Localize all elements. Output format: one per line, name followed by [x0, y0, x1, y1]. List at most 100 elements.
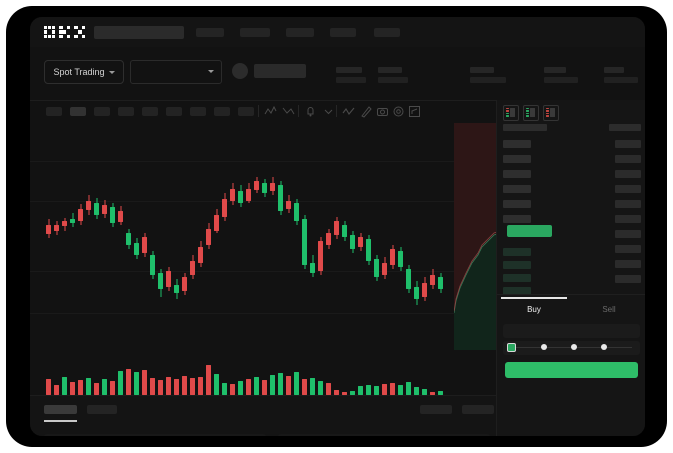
timeframe-1h[interactable]: [142, 107, 158, 116]
indicator-icon[interactable]: [264, 105, 277, 118]
orderbook-ask-row[interactable]: [503, 185, 531, 193]
orderbook-ask-row[interactable]: [503, 200, 531, 208]
candle-body: [374, 259, 379, 277]
orderbook-ask-row[interactable]: [503, 215, 531, 223]
line-chart-icon[interactable]: [342, 105, 355, 118]
candlestick: [406, 265, 411, 293]
orderbook-both-icon[interactable]: [503, 105, 519, 121]
orderbook-ask-row[interactable]: [503, 140, 531, 148]
orderbook-header-price: [503, 124, 547, 131]
orderbook-bid-row[interactable]: [503, 274, 531, 282]
price-chart[interactable]: [30, 123, 496, 395]
slider-handle[interactable]: [507, 343, 516, 352]
nav-item-5[interactable]: [374, 28, 400, 37]
nav-item-2[interactable]: [240, 28, 270, 37]
candlestick: [238, 185, 243, 207]
chart-gridline-3: [30, 271, 496, 272]
chevron-down-icon[interactable]: [322, 105, 335, 118]
nav-item-4[interactable]: [330, 28, 356, 37]
orderbook-size-row: [615, 155, 641, 163]
volume-bar: [286, 376, 291, 395]
volume-bar: [302, 379, 307, 395]
orderbook-asks-icon[interactable]: [543, 105, 559, 121]
candle-body: [262, 183, 267, 193]
depth-svg: [454, 123, 506, 350]
slider-step-25[interactable]: [541, 344, 547, 350]
candlestick: [230, 183, 235, 205]
volume-bar: [206, 365, 211, 395]
draw-tool-icon[interactable]: [360, 105, 373, 118]
timeframe-1m[interactable]: [46, 107, 62, 116]
stat-volume: [544, 67, 578, 83]
orderbook-size-row: [615, 185, 641, 193]
candle-body: [294, 203, 299, 221]
candlestick: [182, 273, 187, 295]
timeframe-5m[interactable]: [70, 107, 86, 116]
volume-bar: [86, 378, 91, 395]
volume-bar: [406, 382, 411, 395]
candle-body: [318, 241, 323, 271]
order-price-field[interactable]: [503, 324, 640, 338]
timeframe-1d[interactable]: [190, 107, 206, 116]
candle-body: [326, 233, 331, 245]
candlestick: [382, 257, 387, 279]
timeframe-30m[interactable]: [118, 107, 134, 116]
slider-step-50[interactable]: [571, 344, 577, 350]
okx-logo[interactable]: [44, 26, 86, 39]
last-price-indicator: [507, 225, 552, 237]
trading-pair-name: [254, 64, 306, 78]
nav-item-1[interactable]: [196, 28, 224, 37]
orderbook-ask-row[interactable]: [503, 155, 531, 163]
spot-trading-selector[interactable]: Spot Trading: [44, 60, 124, 84]
order-amount-slider[interactable]: [507, 343, 636, 352]
orderbook-ask-row[interactable]: [503, 170, 531, 178]
candlestick: [310, 255, 315, 277]
orderbook-size-row: [615, 230, 641, 238]
timeframe-4h[interactable]: [166, 107, 182, 116]
volume-bar: [246, 379, 251, 395]
active-tab-underline: [44, 420, 77, 422]
candle-body: [350, 235, 355, 249]
tab-sell[interactable]: Sell: [572, 300, 645, 318]
fullscreen-icon[interactable]: [408, 105, 421, 118]
orderbook-bid-row[interactable]: [503, 261, 531, 269]
volume-bar: [270, 375, 275, 395]
header-stat-1-value: [336, 77, 366, 83]
candle-body: [46, 225, 51, 234]
candle-body: [438, 277, 443, 289]
orderbook-bids-icon[interactable]: [523, 105, 539, 121]
orderbook-bid-row[interactable]: [503, 287, 531, 295]
candlestick: [262, 179, 267, 197]
volume-bar: [414, 387, 419, 395]
tab-order-history[interactable]: [87, 405, 117, 414]
timeframe-15m[interactable]: [94, 107, 110, 116]
trading-pair-select[interactable]: [130, 60, 222, 84]
bottom-action-2[interactable]: [462, 405, 494, 414]
candle-body: [94, 203, 99, 215]
timeframe-1w[interactable]: [214, 107, 230, 116]
candlestick: [126, 229, 131, 249]
tab-buy[interactable]: Buy: [497, 300, 571, 318]
stat-low-value: [470, 77, 506, 83]
tab-open-orders[interactable]: [44, 405, 77, 414]
alert-icon[interactable]: [304, 105, 317, 118]
compare-icon[interactable]: [282, 105, 295, 118]
slider-step-75[interactable]: [601, 344, 607, 350]
global-search-input[interactable]: [94, 26, 184, 39]
timeframe-1M[interactable]: [238, 107, 254, 116]
bottom-action-1[interactable]: [420, 405, 452, 414]
header-stat-1-label: [336, 67, 362, 73]
settings-gear-icon[interactable]: [392, 105, 405, 118]
candle-body: [214, 215, 219, 231]
orderbook-size-row: [615, 170, 641, 178]
stat-turnover: [604, 67, 638, 83]
camera-icon[interactable]: [376, 105, 389, 118]
volume-bar: [422, 389, 427, 395]
market-sub-header: Spot Trading: [30, 47, 645, 101]
bottom-card-right: [278, 434, 490, 436]
place-buy-order-button[interactable]: [505, 362, 638, 378]
volume-bar: [54, 385, 59, 395]
orderbook-bid-row[interactable]: [503, 248, 531, 256]
candle-body: [190, 261, 195, 275]
nav-item-3[interactable]: [286, 28, 314, 37]
